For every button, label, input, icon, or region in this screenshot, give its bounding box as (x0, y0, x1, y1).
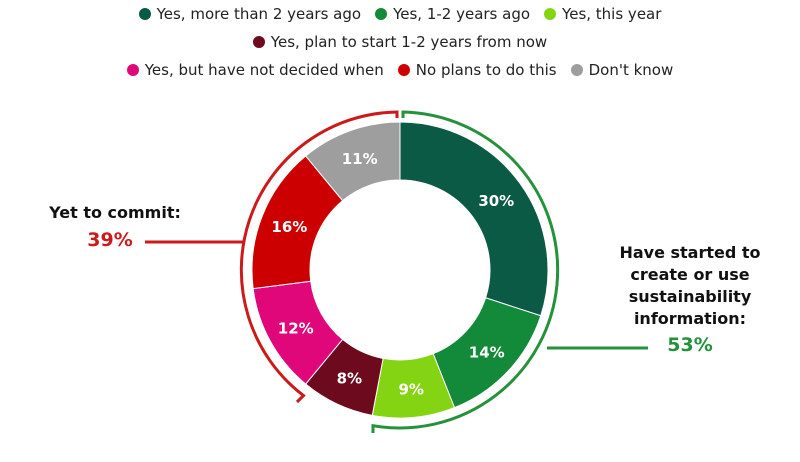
legend-label: No plans to do this (415, 61, 557, 79)
legend-row-3: Yes, but have not decided when No plans … (0, 61, 800, 79)
yet-to-commit-bracket (239, 110, 399, 404)
donut-slice (399, 121, 549, 317)
slice-value-label: 9% (398, 380, 423, 398)
legend-dot-icon (544, 8, 557, 20)
legend-label: Yes, more than 2 years ago (156, 5, 362, 23)
yet-to-commit-title: Yet to commit: (49, 203, 181, 222)
legend-label: Yes, but have not decided when (144, 61, 384, 79)
yet-to-commit-annotation: Yet to commit: (30, 202, 200, 224)
started-value: 53% (667, 334, 713, 356)
slice-value-label: 30% (478, 192, 514, 210)
donut-slice (304, 121, 401, 202)
started-title-line: Have started to (619, 243, 761, 262)
legend-dot-icon (570, 64, 583, 76)
slice-value-label: 16% (271, 218, 307, 236)
legend-dot-icon (397, 64, 410, 76)
legend-dot-icon (126, 64, 139, 76)
slice-value-label: 14% (469, 343, 505, 361)
started-title-line: information: (633, 309, 747, 328)
slice-labels: 30% 14% 9% 8% 12% 16% 11% (271, 150, 514, 398)
slice-value-label: 8% (337, 370, 362, 388)
legend-dot-icon (375, 8, 388, 20)
donut-slices (251, 121, 549, 419)
started-title-line: create or use (630, 265, 750, 284)
legend-dot-icon (252, 36, 265, 48)
started-group-bracket (371, 110, 560, 433)
legend-dot-icon (138, 8, 151, 20)
legend-row-1: Yes, more than 2 years ago Yes, 1-2 year… (0, 5, 800, 23)
slice-value-label: 11% (342, 150, 378, 168)
yet-to-commit-value: 39% (87, 229, 133, 251)
slice-value-label: 12% (278, 319, 314, 337)
legend-item: Yes, but have not decided when (126, 61, 384, 79)
legend-item: Yes, this year (544, 5, 661, 23)
started-annotation: Have started to create or use sustainabi… (600, 242, 780, 356)
legend-label: Yes, plan to start 1-2 years from now (270, 33, 548, 51)
legend-label: Don't know (588, 61, 674, 79)
legend-item: Yes, more than 2 years ago (138, 5, 362, 23)
legend-item: No plans to do this (397, 61, 557, 79)
legend-row-2: Yes, plan to start 1-2 years from now (0, 33, 800, 51)
legend-item: Yes, 1-2 years ago (375, 5, 530, 23)
legend-label: Yes, 1-2 years ago (393, 5, 531, 23)
started-title-line: sustainability (628, 287, 752, 306)
legend-item: Yes, plan to start 1-2 years from now (252, 33, 548, 51)
legend-label: Yes, this year (562, 5, 662, 23)
legend-item: Don't know (570, 61, 674, 79)
